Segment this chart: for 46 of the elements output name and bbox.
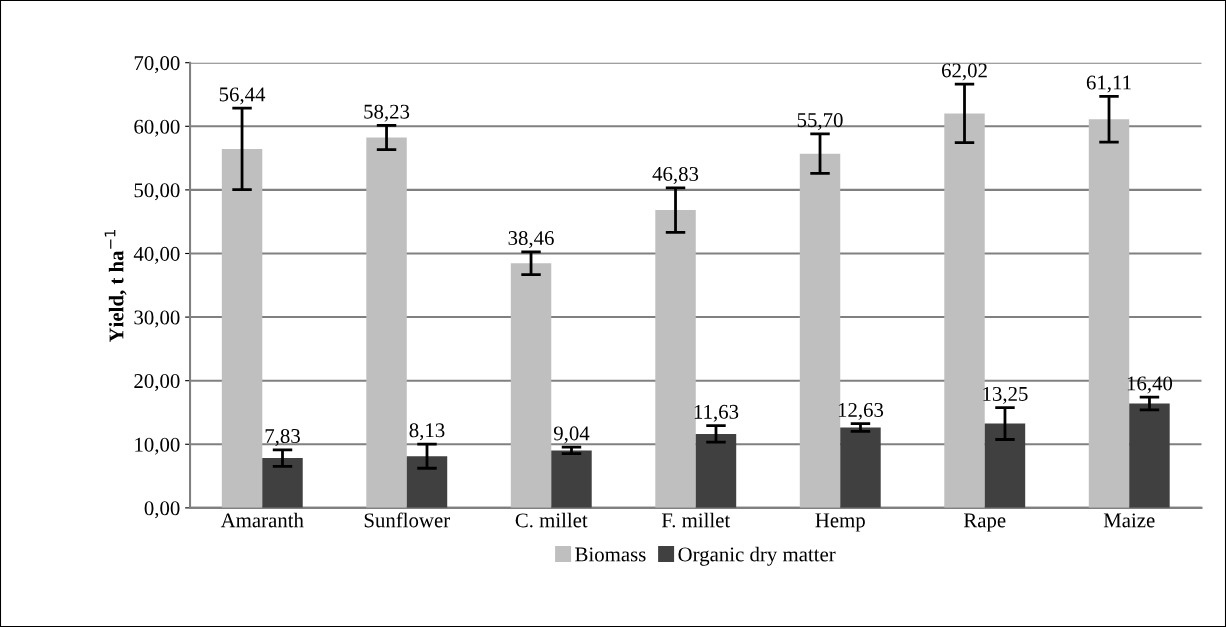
data-label: 13,25	[983, 386, 1028, 404]
data-label: 61,11	[1086, 75, 1131, 93]
data-label: 16,40	[1127, 376, 1173, 394]
data-label: 11,63	[694, 404, 739, 422]
data-label: 7,83	[265, 428, 300, 447]
x-tick-label: Rape	[963, 513, 1006, 532]
bar	[1088, 119, 1130, 508]
bar	[510, 263, 552, 508]
legend-label: Biomass	[575, 547, 646, 562]
data-label: 46,83	[652, 166, 699, 185]
data-label: 55,70	[797, 113, 843, 131]
bar	[1129, 403, 1170, 508]
data-label: 9,04	[553, 426, 590, 444]
y-tick-label: 60,00	[134, 119, 180, 137]
legend-label: Organic dry matter	[678, 546, 836, 566]
data-label: 56,44	[219, 87, 266, 105]
y-tick-label: 70,00	[134, 56, 180, 74]
data-label: 12,63	[838, 402, 884, 420]
y-tick-label: 30,00	[134, 310, 180, 328]
data-label: 58,23	[364, 104, 410, 122]
bar	[944, 113, 985, 508]
y-axis-title: Yield, t ha$^{−1}$	[104, 230, 127, 343]
bar	[262, 458, 303, 508]
bar	[655, 210, 696, 508]
x-tick-label: Amaranth	[220, 512, 304, 528]
bar	[406, 456, 448, 508]
y-tick-label: 20,00	[134, 374, 180, 392]
y-tick-label: 50,00	[134, 183, 180, 201]
bar	[221, 148, 263, 508]
bar	[695, 433, 737, 508]
x-tick-label: C. millet	[515, 512, 588, 528]
data-label: 8,13	[409, 423, 445, 441]
x-tick-label: Maize	[1103, 513, 1155, 528]
bar	[799, 153, 841, 508]
x-tick-label: F. millet	[661, 512, 731, 528]
x-tick-label: Hemp	[815, 513, 865, 532]
y-tick-label: 40,00	[133, 246, 180, 264]
bar	[551, 450, 592, 508]
data-label: 62,02	[941, 63, 987, 81]
data-label: 38,46	[508, 231, 554, 249]
x-tick-label: Sunflower	[364, 512, 450, 528]
y-tick-label: 10,00	[135, 437, 180, 455]
y-tick-label: 0,00	[144, 501, 180, 519]
bar	[840, 427, 881, 508]
bar	[366, 137, 407, 508]
bar	[984, 423, 1026, 508]
